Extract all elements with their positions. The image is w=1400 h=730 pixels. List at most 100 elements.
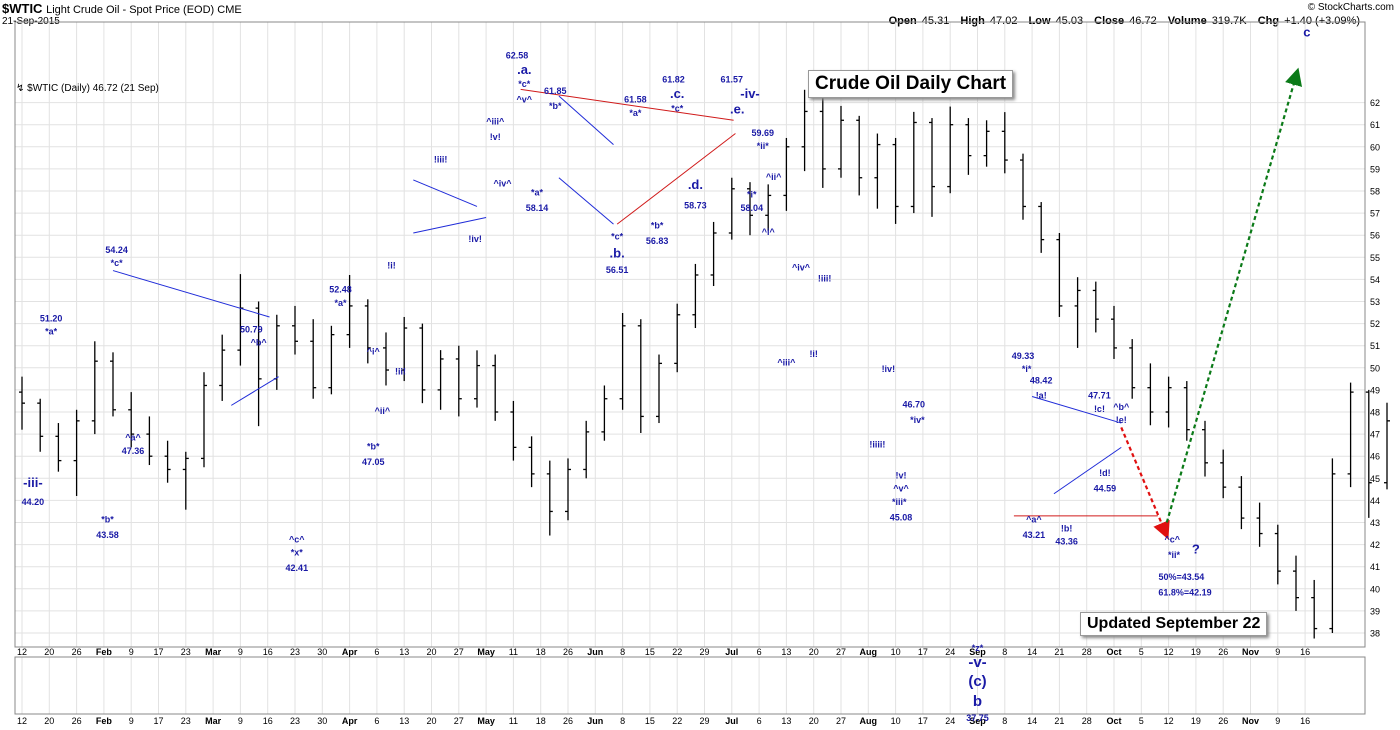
- ohlc-bar: [1347, 382, 1354, 488]
- wave-label: !a!: [1036, 391, 1047, 401]
- x-tick-label: 21: [1054, 716, 1064, 726]
- x-tick-label: 21: [1054, 647, 1064, 657]
- wave-label: 61.8%=42.19: [1158, 587, 1211, 597]
- x-tick-label: 18: [536, 647, 546, 657]
- x-tick-label: 8: [1002, 647, 1007, 657]
- x-tick-label: 17: [153, 647, 163, 657]
- wave-label: 58.04: [741, 203, 764, 213]
- ohlc-bar: [419, 323, 426, 404]
- x-tick-label: 12: [17, 647, 27, 657]
- x-tick-label: 16: [1300, 647, 1310, 657]
- ohlc-bar: [1129, 339, 1136, 399]
- x-tick-label: 30: [317, 716, 327, 726]
- y-tick-label: 59: [1370, 164, 1380, 174]
- wave-label: *a*: [531, 187, 544, 197]
- wave-label: 44.20: [22, 497, 45, 507]
- open-value: 45.31: [921, 15, 950, 27]
- x-tick-label: 27: [454, 647, 464, 657]
- y-tick-label: 42: [1370, 540, 1380, 550]
- ohlc-bar: [892, 137, 899, 224]
- x-tick-label: 13: [781, 647, 791, 657]
- change-value: +1.40 (+3.09%): [1284, 15, 1360, 27]
- wave-label: 61.57: [721, 75, 744, 85]
- x-tick-label: 20: [44, 716, 54, 726]
- wave-label: *c*: [518, 79, 531, 89]
- wave-label: *c*: [611, 232, 624, 242]
- ohlc-bar: [1311, 579, 1318, 639]
- wave-label: 61.58: [624, 95, 647, 105]
- y-tick-label: 39: [1370, 606, 1380, 616]
- x-tick-label: May: [477, 647, 495, 657]
- ohlc-bar: [728, 177, 735, 240]
- wave-label: 43.36: [1055, 537, 1078, 547]
- x-tick-label: 29: [699, 647, 709, 657]
- y-tick-label: 47: [1370, 430, 1380, 440]
- ohlc-bar: [19, 376, 25, 430]
- grid-lines: [15, 22, 1365, 714]
- ohlc-bar: [1074, 277, 1081, 348]
- ohlc-bar: [201, 372, 207, 468]
- y-tick-label: 45: [1370, 474, 1380, 484]
- wave-label: *iv*: [910, 415, 925, 425]
- stockcharts-credit[interactable]: © StockCharts.com: [1307, 2, 1394, 13]
- y-tick-label: 55: [1370, 253, 1380, 263]
- trendline: [413, 217, 487, 234]
- wave-label: ^v^: [517, 95, 533, 105]
- trendline: [1053, 446, 1122, 495]
- trendline: [558, 177, 614, 225]
- ohlc-bar: [765, 184, 772, 231]
- y-tick-label: 57: [1370, 209, 1380, 219]
- updated-note: Updated September 22: [1080, 612, 1268, 636]
- x-tick-label: 26: [563, 716, 573, 726]
- x-tick-label: 9: [238, 716, 243, 726]
- wave-label: !i!: [387, 260, 396, 270]
- y-tick-label: 50: [1370, 363, 1380, 373]
- x-tick-label: Jun: [587, 716, 603, 726]
- ohlc-bar: [73, 409, 80, 496]
- wave-label: *ii*: [1168, 550, 1181, 560]
- wave-label: c: [1303, 24, 1310, 39]
- wave-label: 52.48: [329, 285, 352, 295]
- x-tick-label: 26: [1218, 716, 1228, 726]
- x-tick-label: 27: [454, 716, 464, 726]
- ohlc-bar: [565, 458, 571, 521]
- y-tick-label: 56: [1370, 231, 1380, 241]
- x-tick-label: 13: [399, 647, 409, 657]
- wave-label: 56.51: [606, 265, 629, 275]
- y-tick-label: 61: [1370, 120, 1380, 130]
- wave-label: 45.08: [890, 512, 913, 522]
- x-tick-label: Jul: [725, 647, 738, 657]
- wave-label: !iv!: [882, 364, 896, 374]
- wave-label: !iiii!: [869, 439, 885, 449]
- wave-label: ^ii^: [766, 172, 782, 182]
- x-tick-label: 24: [945, 647, 955, 657]
- ohlc-bar: [929, 118, 935, 217]
- wave-label: ^iv^: [493, 179, 512, 189]
- x-tick-label: Mar: [205, 716, 222, 726]
- ohlc-bar: [164, 440, 171, 483]
- ohlc-bar: [510, 400, 517, 461]
- wave-label: !d!: [1099, 468, 1111, 478]
- y-tick-label: 38: [1370, 629, 1380, 639]
- wave-label: 48.42: [1030, 375, 1053, 385]
- x-tick-label: Sep: [969, 647, 986, 657]
- x-tick-label: Apr: [342, 716, 358, 726]
- x-tick-label: 20: [44, 647, 54, 657]
- x-tick-label: 12: [17, 716, 27, 726]
- wave-label: 56.83: [646, 236, 669, 246]
- y-tick-label: 52: [1370, 319, 1380, 329]
- trendline: [231, 376, 279, 406]
- x-tick-label: 19: [1191, 716, 1201, 726]
- x-tick-label: 6: [374, 716, 379, 726]
- x-tick-label: 19: [1191, 647, 1201, 657]
- wave-label: *b*: [367, 442, 380, 452]
- wave-label: !ii!: [395, 366, 406, 376]
- y-tick-label: 41: [1370, 562, 1380, 572]
- wave-label: *ii*: [757, 141, 770, 151]
- ohlc-bar: [874, 133, 881, 209]
- wave-label: *i*: [747, 190, 757, 200]
- series-legend: ↯ $WTIC (Daily) 46.72 (21 Sep): [16, 83, 159, 94]
- wave-label: !b!: [1061, 523, 1073, 533]
- legend-text: $WTIC (Daily) 46.72 (21 Sep): [27, 83, 159, 94]
